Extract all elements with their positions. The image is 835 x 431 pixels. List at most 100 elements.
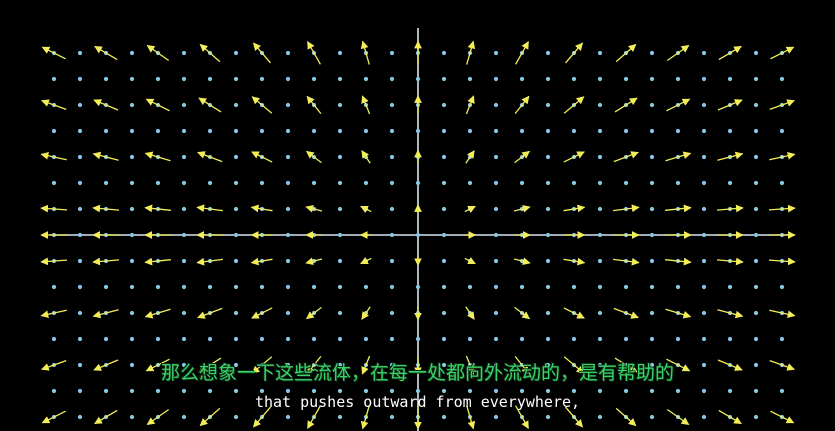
grid-dot — [545, 258, 551, 264]
grid-dot — [493, 50, 499, 56]
grid-dot — [649, 336, 655, 342]
grid-dot — [493, 284, 499, 290]
grid-dot — [389, 180, 395, 186]
grid-dot — [597, 102, 603, 108]
grid-dot — [103, 180, 109, 186]
field-arrow — [41, 359, 67, 371]
grid-dot — [571, 284, 577, 290]
field-arrow — [615, 43, 637, 63]
grid-dot — [363, 76, 369, 82]
grid-dot — [597, 154, 603, 160]
field-arrow — [465, 150, 475, 164]
grid-dot — [207, 336, 213, 342]
grid-dot — [493, 128, 499, 134]
grid-dot — [545, 102, 551, 108]
grid-dot — [493, 258, 499, 264]
field-arrow — [252, 406, 271, 428]
grid-dot — [77, 336, 83, 342]
grid-dot — [103, 284, 109, 290]
field-arrow — [307, 405, 321, 429]
grid-dot — [389, 336, 395, 342]
grid-dot — [701, 206, 707, 212]
grid-dot — [649, 76, 655, 82]
subtitle-chinese: 那么想象一下这些流体，在每一处都向外流动的，是有帮助的 — [160, 362, 674, 384]
grid-dot — [77, 206, 83, 212]
grid-dot — [207, 180, 213, 186]
grid-dot — [727, 180, 733, 186]
grid-dot — [181, 258, 187, 264]
grid-dot — [597, 310, 603, 316]
grid-dot — [259, 336, 265, 342]
grid-dot — [337, 180, 343, 186]
grid-dot — [389, 310, 395, 316]
grid-dot — [597, 50, 603, 56]
grid-dot — [51, 336, 57, 342]
grid-dot — [493, 232, 499, 238]
grid-dot — [441, 232, 447, 238]
grid-dot — [545, 336, 551, 342]
grid-dot — [285, 258, 291, 264]
grid-dot — [129, 206, 135, 212]
field-arrow — [665, 151, 692, 162]
grid-dot — [285, 362, 291, 368]
field-arrow — [769, 99, 795, 111]
field-arrow — [307, 41, 321, 65]
grid-dot — [649, 102, 655, 108]
field-arrow — [360, 256, 372, 265]
grid-dot — [233, 154, 239, 160]
field-arrow — [305, 257, 323, 266]
grid-dot — [207, 76, 213, 82]
grid-dot — [415, 180, 421, 186]
grid-dot — [545, 232, 551, 238]
grid-dot — [181, 336, 187, 342]
grid-dot — [155, 76, 161, 82]
grid-dot — [77, 258, 83, 264]
grid-dot — [103, 76, 109, 82]
grid-dot — [285, 388, 291, 394]
grid-dot — [649, 258, 655, 264]
grid-dot — [675, 284, 681, 290]
grid-dot — [233, 102, 239, 108]
field-arrow — [665, 308, 692, 319]
field-arrow — [563, 204, 586, 213]
field-arrow — [563, 356, 585, 374]
field-arrow — [40, 204, 68, 213]
grid-dot — [519, 180, 525, 186]
grid-dot — [181, 50, 187, 56]
grid-dot — [77, 102, 83, 108]
grid-dot — [441, 388, 447, 394]
grid-dot — [389, 128, 395, 134]
grid-dot — [597, 388, 603, 394]
grid-dot — [701, 154, 707, 160]
grid-dot — [415, 232, 421, 238]
grid-dot — [701, 284, 707, 290]
field-arrow — [563, 257, 586, 266]
grid-dot — [129, 336, 135, 342]
grid-dot — [675, 180, 681, 186]
grid-dot — [571, 128, 577, 134]
grid-dot — [649, 180, 655, 186]
grid-dot — [389, 102, 395, 108]
grid-dot — [415, 128, 421, 134]
field-arrow — [144, 151, 171, 162]
field-arrow — [464, 256, 476, 265]
field-arrow — [92, 151, 119, 161]
field-arrow — [144, 257, 171, 266]
field-arrow — [198, 357, 222, 373]
field-arrow — [466, 405, 476, 430]
grid-dot — [337, 362, 343, 368]
grid-dot — [571, 180, 577, 186]
field-arrow — [613, 307, 639, 319]
grid-dot — [181, 232, 187, 238]
grid-dot — [597, 258, 603, 264]
field-arrow — [514, 95, 530, 115]
grid-dot — [233, 232, 239, 238]
field-arrow — [464, 205, 476, 214]
grid-dot — [337, 336, 343, 342]
grid-dot — [753, 310, 759, 316]
field-arrow — [199, 43, 221, 63]
grid-dot — [233, 128, 239, 134]
grid-dot — [649, 284, 655, 290]
grid-dot — [701, 388, 707, 394]
